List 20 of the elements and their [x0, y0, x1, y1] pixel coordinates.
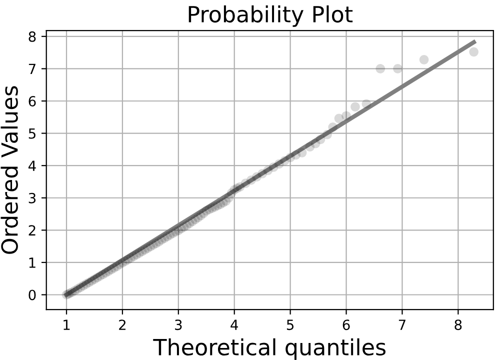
y-tick-label: 7: [28, 64, 36, 74]
y-tick-label: 5: [28, 128, 36, 139]
x-tick-label: 5: [286, 320, 294, 330]
y-tick-label: 0: [28, 290, 36, 300]
y-tick-label: 8: [28, 31, 36, 42]
x-tick-label: 4: [230, 320, 238, 330]
x-tick-label: 7: [398, 320, 406, 330]
chart-title: Probability Plot: [188, 5, 353, 27]
y-tick-label: 3: [28, 192, 36, 204]
x-axis-title: Theoretical quantiles: [153, 338, 386, 360]
y-tick-label: 2: [28, 225, 36, 236]
y-tick-label: 1: [29, 258, 36, 268]
x-tick-label: 1: [64, 320, 70, 330]
x-tick-label: 2: [119, 320, 126, 330]
y-tick-label: 6: [28, 96, 36, 106]
y-tick-label: 4: [28, 160, 36, 171]
x-tick-label: 8: [454, 320, 462, 330]
x-tick-label: 3: [175, 320, 182, 330]
x-tick-label: 6: [342, 320, 350, 330]
y-axis-title: Ordered Values: [0, 86, 18, 254]
